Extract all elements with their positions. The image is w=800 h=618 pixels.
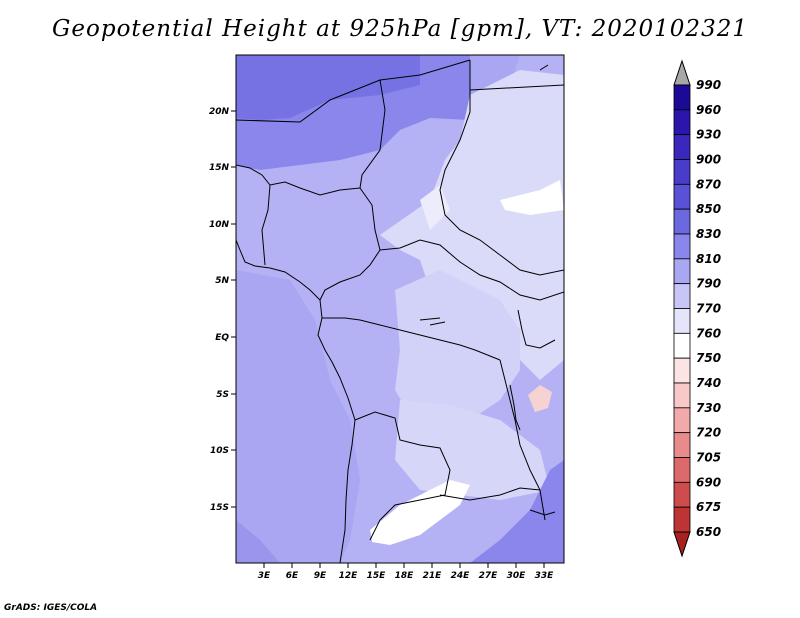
lat-tick-label: 15S [210,503,229,513]
field-south-central-770 [395,400,550,500]
colorbar-label: 960 [696,103,721,117]
border-ne-coast [539,64,549,71]
lon-axis: 3E 6E 9E 12E 15E 18E 21E 24E 27E 30E 33E [258,563,554,581]
colorbar-label: 850 [696,202,721,216]
lake-victoria [517,309,556,349]
border-benin [261,184,271,266]
colorbar-label: 810 [696,252,721,266]
lake-malawi [529,509,556,516]
colorbar-label: 870 [696,177,721,191]
field-chad-780 [420,185,450,230]
map-frame [235,54,565,564]
colorbar-label: 730 [696,401,721,415]
lon-tick-label: 27E [479,571,499,581]
lon-tick-label: 30E [507,571,527,581]
colorbar-swatch [673,84,691,111]
colorbar-label: 830 [696,227,721,241]
lat-tick-label: 15N [209,163,230,173]
lon-tick-label: 9E [314,571,327,581]
colorbar-swatch [673,233,691,260]
lon-tick-label: 3E [258,571,271,581]
colorbar-swatch [673,134,691,160]
colorbar-label: 790 [696,277,721,291]
colorbar-swatch [673,183,691,210]
lat-tick-label: 5N [215,276,229,286]
border-zambia [439,487,541,501]
colorbar-label: 720 [696,426,721,440]
colorbar-swatch [673,208,691,235]
border-egypt [469,84,564,91]
lon-tick-label: 15E [367,571,387,581]
lat-tick-label: 20N [209,107,230,117]
contour-field [236,55,564,563]
border-rift [499,359,546,521]
lon-tick-label: 12E [339,571,359,581]
field-north-850 [236,55,420,120]
border-cameroon [319,187,381,301]
colorbar-label: 690 [696,475,721,489]
field-east-770 [380,70,564,380]
lon-tick-label: 33E [535,571,555,581]
colorbar: 990 960 930 900 870 850 830 810 790 770 760 750 740 7… [673,59,721,558]
colorbar-label: 760 [696,326,721,340]
colorbar-bottom-triangle [673,531,691,558]
lat-tick-label: EQ [215,333,229,343]
lon-tick-label: 6E [286,571,299,581]
colorbar-label: 650 [696,525,721,539]
colorbar-swatch [673,258,691,285]
field-southwest-820 [236,520,280,563]
colorbar-swatch [673,283,691,309]
field-atlantic-810 [236,270,360,563]
colorbar-label: 770 [696,302,721,316]
colorbar-swatch [673,159,691,185]
chart-title: Geopotential Height at 925hPa [gpm], VT:… [52,16,748,42]
colorbar-swatch [673,332,691,359]
coastline [236,239,356,563]
rivers-congo [419,317,446,326]
colorbar-swatch [673,308,691,334]
border-congo [322,317,501,361]
colorbar-top-triangle [673,59,691,86]
lat-tick-label: 10S [210,446,229,456]
field-tanganyika-750 [528,385,552,412]
colorbar-label: 740 [696,376,721,390]
colorbar-swatch [673,407,691,434]
colorbar-label: 705 [696,451,721,465]
colorbar-label: 990 [696,78,721,92]
field-sudan-760 [500,180,564,215]
border-car [379,239,564,301]
field-southeast-830 [470,460,564,563]
colorbar-swatch [673,457,691,483]
colorbar-swatch [673,432,691,458]
footer-credit: GrADS: IGES/COLA [4,603,98,613]
lat-tick-label: 5S [216,390,229,400]
colorbar-label: 930 [696,128,721,142]
border-north [236,59,471,123]
border-angola [354,411,451,541]
colorbar-swatch [673,357,691,384]
border-sudan [439,60,564,276]
lon-tick-label: 18E [395,571,415,581]
colorbar-label: 900 [696,153,721,167]
border-sahel [236,164,361,196]
lon-tick-label: 24E [451,571,471,581]
colorbar-label: 750 [696,351,721,365]
colorbar-swatch [673,481,691,508]
colorbar-swatch [673,506,691,533]
border-niger-chad [359,79,386,189]
boundaries [236,59,564,563]
colorbar-label: 675 [696,500,721,514]
lat-tick-label: 10N [209,220,230,230]
colorbar-swatch [673,382,691,409]
lat-axis: 20N 15N 10N 5N EQ 5S 10S 15S [209,107,236,513]
colorbar-swatch [673,109,691,136]
lake-tanganyika [509,384,521,431]
lon-tick-label: 21E [423,571,443,581]
field-congo-770 [395,270,520,420]
